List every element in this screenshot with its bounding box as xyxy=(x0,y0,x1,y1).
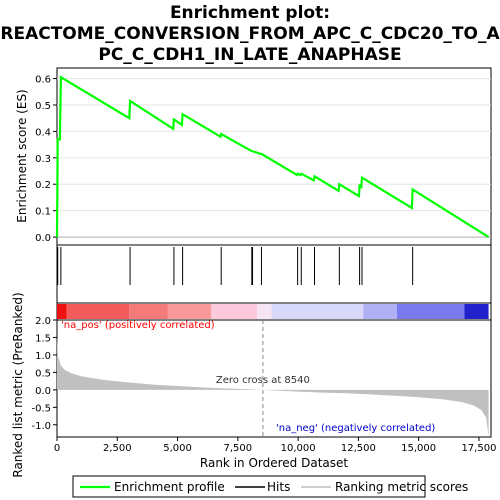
hits-panel-frame xyxy=(56,244,492,304)
es-y-tick-label: 0.0 xyxy=(35,233,51,244)
x-tick-label: 0 xyxy=(54,443,60,454)
x-tick-label: 15,000 xyxy=(401,443,436,454)
chart-title-line-1: Enrichment plot: xyxy=(170,3,330,23)
metric-panel-frame xyxy=(56,319,492,438)
metric-y-tick-label: -1.0 xyxy=(31,421,51,432)
heatmap-band xyxy=(257,304,272,319)
heatmap-band xyxy=(271,304,364,319)
x-tick-label: 17,500 xyxy=(461,443,496,454)
x-tick-label: 2,500 xyxy=(103,443,132,454)
heatmap-band xyxy=(363,304,397,319)
ranking-heatmap xyxy=(57,304,489,319)
heatmap-band xyxy=(211,304,258,319)
metric-y-tick-label: -0.5 xyxy=(31,403,51,414)
es-y-axis-ticks: 0.0 0.1 0.2 0.3 0.4 0.5 0.6 xyxy=(35,75,57,244)
heatmap-band xyxy=(167,304,212,319)
es-y-tick-label: 0.4 xyxy=(35,127,51,138)
legend-item-enrichment-profile: Enrichment profile xyxy=(80,480,225,494)
negative-correlation-label: 'na_neg' (negatively correlated) xyxy=(276,423,435,434)
ranking-metric-area xyxy=(57,337,489,437)
es-y-tick-label: 0.5 xyxy=(35,101,51,112)
legend-item-hits: Hits xyxy=(235,480,290,494)
legend-label-enrichment-profile: Enrichment profile xyxy=(114,480,225,494)
x-axis-label: Rank in Ordered Dataset xyxy=(200,456,348,470)
legend-label-hits: Hits xyxy=(267,480,290,494)
heatmap-band xyxy=(396,304,465,319)
metric-y-tick-label: 1.0 xyxy=(35,351,51,362)
es-y-tick-label: 0.2 xyxy=(35,180,51,191)
x-tick-label: 7,500 xyxy=(224,443,253,454)
heatmap-band xyxy=(66,304,130,319)
metric-y-axis-label: Ranked list metric (PreRanked) xyxy=(11,292,25,477)
legend-item-ranking-metric-scores: Ranking metric scores xyxy=(301,480,468,494)
es-y-axis-label: Enrichment score (ES) xyxy=(15,89,29,222)
metric-y-tick-label: 2.0 xyxy=(35,316,51,327)
metric-y-tick-label: 0.5 xyxy=(35,368,51,379)
es-y-tick-label: 0.1 xyxy=(35,207,51,218)
es-y-tick-label: 0.6 xyxy=(35,75,51,86)
x-axis-ticks: 0 2,500 5,000 7,500 10,000 12,500 15,000 17,500 xyxy=(54,437,496,454)
hit-markers xyxy=(57,247,414,285)
legend-label-ranking-metric-scores: Ranking metric scores xyxy=(335,480,468,494)
metric-y-tick-label: 0.0 xyxy=(35,386,51,397)
es-y-tick-label: 0.3 xyxy=(35,154,51,165)
x-tick-label: 5,000 xyxy=(163,443,192,454)
heatmap-band xyxy=(464,304,489,319)
metric-y-tick-label: 1.5 xyxy=(35,333,51,344)
x-tick-label: 10,000 xyxy=(281,443,316,454)
enrichment-profile-line xyxy=(55,75,490,239)
es-panel-frame xyxy=(56,67,492,246)
heatmap-band xyxy=(129,304,168,319)
chart-title-line-2: REACTOME_CONVERSION_FROM_APC_C_CDC20_TO_… xyxy=(0,24,500,44)
zero-cross-label: Zero cross at 8540 xyxy=(216,375,310,386)
x-tick-label: 12,500 xyxy=(341,443,376,454)
heatmap-band xyxy=(57,304,67,319)
chart-title-line-3: PC_C_CDH1_IN_LATE_ANAPHASE xyxy=(98,45,401,65)
positive-correlation-label: 'na_pos' (positively correlated) xyxy=(61,320,215,331)
metric-y-axis-ticks: -1.0 -0.5 0.0 0.5 1.0 1.5 2.0 xyxy=(31,316,57,432)
